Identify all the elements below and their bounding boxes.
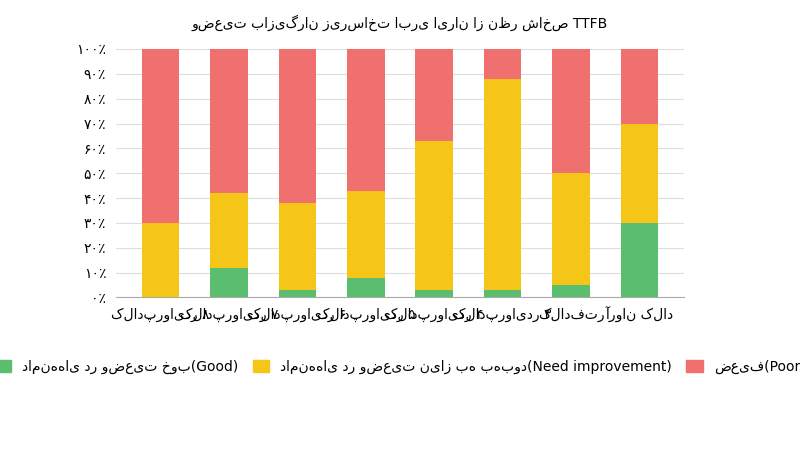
Bar <box>621 123 658 223</box>
Bar <box>484 79 522 290</box>
Bar <box>552 49 590 173</box>
Bar <box>278 49 316 203</box>
Bar <box>415 49 453 141</box>
Bar <box>552 285 590 297</box>
Bar <box>484 290 522 297</box>
Bar <box>347 49 385 191</box>
Bar <box>278 290 316 297</box>
Bar <box>484 49 522 79</box>
Bar <box>210 193 248 268</box>
Legend: دامنه‌های در وضعیت خوب(Good), دامنه‌های در وضعیت نیاز به بهبود(Need improvement): دامنه‌های در وضعیت خوب(Good), دامنه‌های … <box>0 354 800 379</box>
Bar <box>621 223 658 297</box>
Bar <box>415 141 453 290</box>
Bar <box>142 223 179 297</box>
Bar <box>278 203 316 290</box>
Title: وضعیت بازیگران زیرساخت ابری ایران از نظر شاخص TTFB: وضعیت بازیگران زیرساخت ابری ایران از نظر… <box>192 15 608 32</box>
Bar <box>347 278 385 297</box>
Bar <box>210 49 248 193</box>
Bar <box>142 49 179 223</box>
Bar <box>347 191 385 278</box>
Bar <box>621 49 658 123</box>
Bar <box>210 268 248 297</box>
Bar <box>552 173 590 285</box>
Bar <box>415 290 453 297</box>
